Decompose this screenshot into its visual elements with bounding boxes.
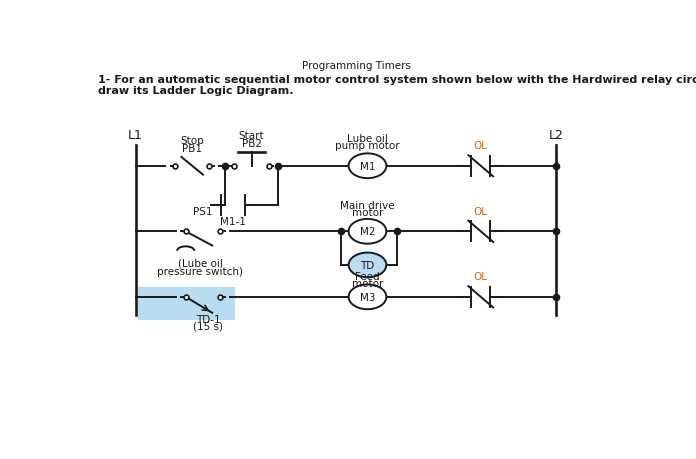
Text: Stop: Stop: [180, 136, 204, 146]
Text: OL: OL: [474, 141, 488, 151]
Text: Start: Start: [239, 131, 264, 141]
Circle shape: [349, 285, 386, 309]
Text: Feed: Feed: [355, 271, 380, 281]
Text: PB2: PB2: [242, 139, 262, 149]
Text: OL: OL: [474, 272, 488, 282]
Text: pump motor: pump motor: [335, 141, 400, 151]
Text: M2: M2: [360, 227, 375, 237]
Text: PS1: PS1: [193, 206, 213, 216]
Circle shape: [349, 154, 386, 179]
Bar: [139, 287, 235, 320]
Text: L2: L2: [549, 129, 564, 142]
Text: motor: motor: [351, 207, 383, 218]
Text: motor: motor: [351, 278, 383, 288]
Text: pressure switch): pressure switch): [157, 266, 244, 276]
Text: TD-1: TD-1: [196, 314, 221, 324]
Text: M3: M3: [360, 292, 375, 302]
Text: (15 s): (15 s): [193, 321, 223, 331]
Text: (Lube oil: (Lube oil: [178, 258, 223, 268]
Text: 1- For an automatic sequential motor control system shown below with the Hardwir: 1- For an automatic sequential motor con…: [97, 74, 696, 96]
Text: Lube oil: Lube oil: [347, 134, 388, 143]
Text: L1: L1: [128, 129, 143, 142]
Text: Programming Timers: Programming Timers: [302, 61, 411, 70]
Circle shape: [349, 253, 386, 278]
Text: Main drive: Main drive: [340, 201, 395, 211]
Circle shape: [349, 219, 386, 244]
Text: PB1: PB1: [182, 144, 202, 154]
Text: M1: M1: [360, 162, 375, 171]
Text: M1-1: M1-1: [220, 217, 246, 227]
Text: TD: TD: [361, 260, 374, 270]
Text: OL: OL: [474, 206, 488, 216]
